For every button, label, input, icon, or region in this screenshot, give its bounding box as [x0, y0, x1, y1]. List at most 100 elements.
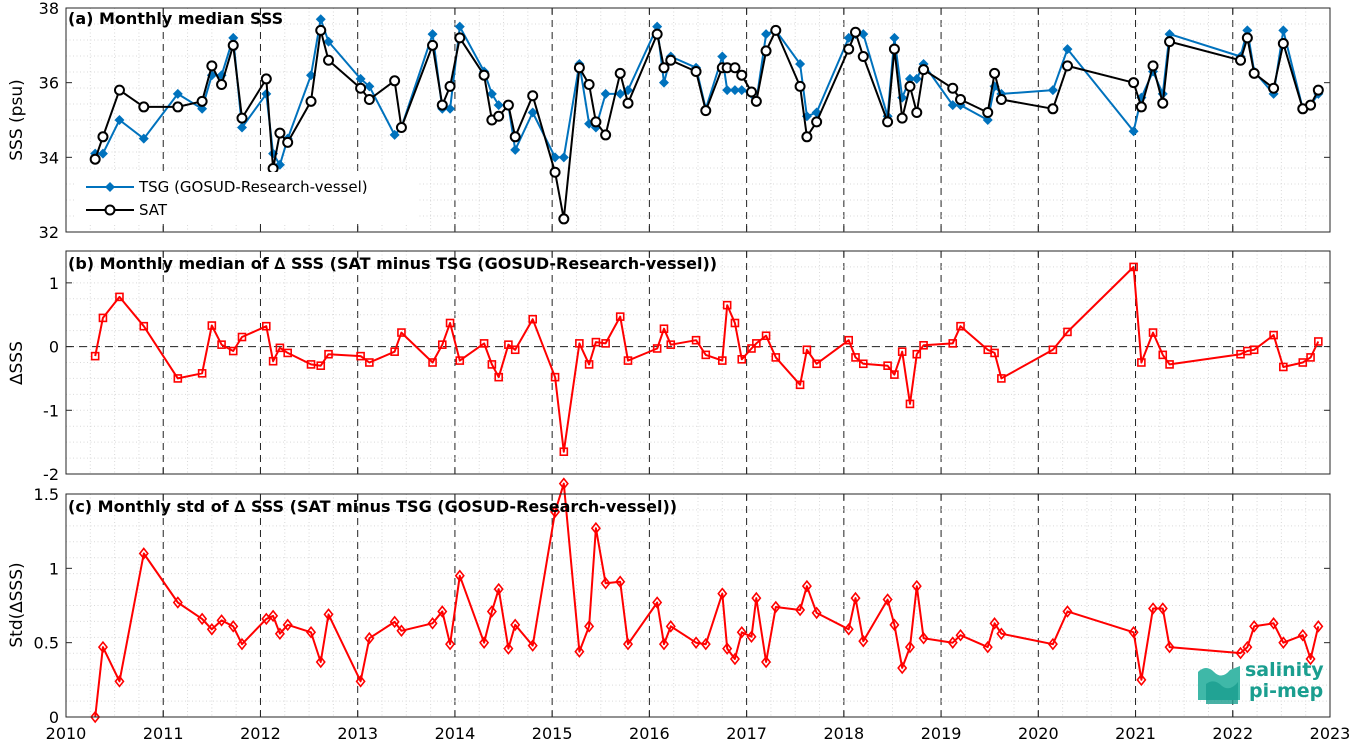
data-point	[882, 116, 894, 128]
data-point	[1147, 60, 1159, 72]
data-point	[590, 116, 602, 128]
data-point	[1268, 82, 1280, 94]
data-point	[904, 640, 915, 654]
data-point	[736, 625, 747, 639]
series-line-0	[94, 482, 1320, 718]
data-point	[493, 582, 504, 596]
data-point	[1128, 625, 1139, 639]
data-point	[736, 69, 748, 81]
data-point	[324, 349, 333, 359]
data-point	[858, 29, 869, 40]
data-point	[316, 361, 326, 370]
data-point	[770, 600, 781, 614]
data-point	[502, 99, 514, 111]
data-point	[323, 54, 335, 66]
data-point	[851, 353, 860, 362]
data-point	[509, 131, 521, 143]
data-point	[197, 369, 207, 378]
data-point	[445, 637, 456, 651]
data-point	[761, 655, 772, 669]
data-point	[1047, 637, 1058, 651]
data-point	[364, 631, 375, 645]
data-point	[197, 103, 208, 114]
data-point	[700, 105, 712, 117]
data-point	[1129, 262, 1138, 272]
series-line-0	[95, 18, 1320, 166]
data-point	[138, 547, 149, 560]
data-point	[574, 645, 585, 658]
data-point	[691, 636, 702, 649]
data-point	[583, 79, 595, 91]
data-point	[428, 358, 437, 367]
data-point	[722, 85, 733, 96]
data-point	[844, 335, 854, 345]
data-point	[559, 447, 569, 457]
data-point	[1148, 602, 1159, 615]
panel-b-frame	[65, 250, 1331, 475]
data-point	[919, 340, 928, 350]
data-point	[549, 166, 561, 178]
data-point	[274, 627, 285, 641]
data-point	[843, 43, 855, 55]
panel-b-title: (b) Monthly median of ∆ SSS (SAT minus T…	[68, 254, 717, 273]
data-point	[261, 321, 271, 331]
data-point	[700, 637, 711, 651]
legend-box	[76, 172, 418, 224]
data-point	[115, 292, 124, 302]
data-point	[323, 608, 334, 621]
y-tick-label: 34	[39, 148, 59, 167]
data-point	[1242, 25, 1253, 36]
data-point	[795, 380, 805, 390]
data-point	[722, 642, 733, 655]
data-point	[444, 80, 456, 92]
data-point	[196, 95, 208, 107]
data-point	[486, 605, 497, 618]
data-point	[918, 631, 929, 645]
y-tick-label: 0.5	[34, 634, 59, 653]
data-point	[173, 374, 183, 383]
data-point	[227, 39, 239, 51]
data-point	[622, 637, 634, 651]
legend-tsg-marker	[105, 182, 115, 192]
data-point	[584, 360, 594, 369]
data-point	[528, 314, 538, 324]
data-point	[395, 121, 407, 133]
data-point	[918, 64, 930, 76]
data-point	[850, 591, 861, 605]
data-point	[261, 612, 272, 626]
data-point	[802, 345, 812, 355]
data-point	[1268, 617, 1279, 630]
data-point	[652, 21, 663, 32]
data-point	[1164, 29, 1175, 40]
data-point	[1047, 103, 1059, 115]
y-tick-label: -2	[43, 465, 59, 484]
data-point	[1148, 328, 1158, 337]
data-point	[811, 116, 823, 128]
data-point	[955, 628, 966, 642]
logo-line-2: pi-mep	[1249, 680, 1323, 702]
panel-b-y-ticks: -2 -1 0 1	[43, 274, 1330, 484]
data-point	[794, 80, 806, 92]
data-point	[890, 370, 899, 379]
data-point	[510, 618, 521, 632]
data-point	[216, 614, 227, 627]
data-point	[955, 93, 967, 105]
data-point	[139, 321, 149, 331]
data-point	[1062, 605, 1073, 618]
salinity-pi-mep-logo: salinity pi-mep	[1198, 659, 1324, 704]
data-point	[858, 634, 869, 648]
data-point	[172, 596, 183, 609]
data-point	[591, 337, 601, 347]
panel-c-x-ticks: 2010 2011 2012 2013 2014 2015 2016 2017 2018 2019…	[46, 494, 1350, 743]
data-point	[236, 122, 247, 133]
data-point	[487, 360, 497, 369]
data-point	[138, 101, 150, 113]
data-point	[315, 24, 327, 36]
data-point	[355, 82, 367, 94]
data-point	[761, 29, 772, 40]
data-point	[437, 340, 447, 349]
data-point	[665, 54, 677, 66]
data-point	[558, 213, 570, 225]
data-point	[550, 152, 561, 163]
data-point	[237, 332, 247, 342]
